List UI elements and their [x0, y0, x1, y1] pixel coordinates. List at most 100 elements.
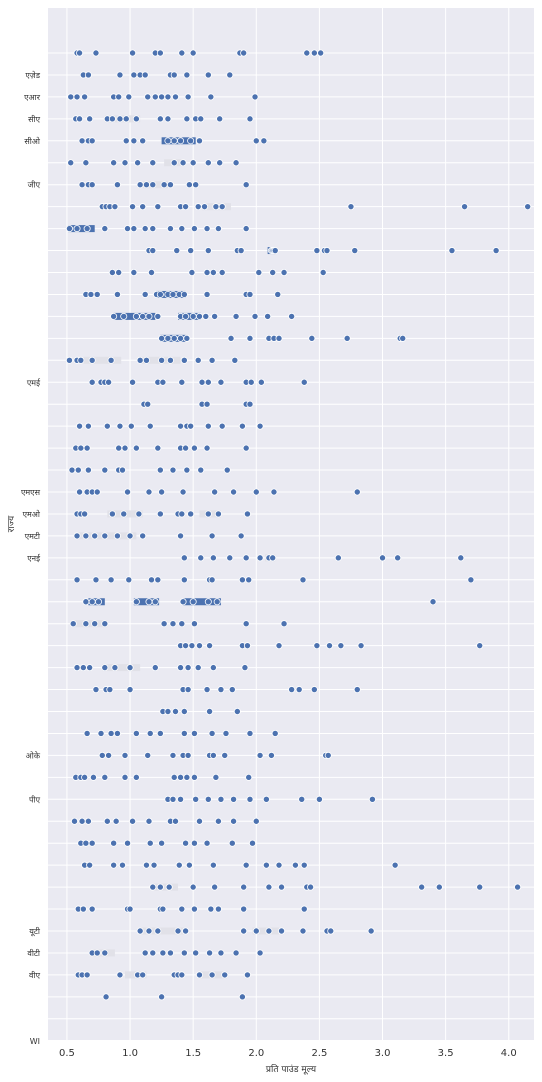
overlap-bar: [102, 664, 141, 672]
data-point: [146, 422, 154, 430]
data-point: [303, 49, 311, 57]
data-point: [88, 356, 96, 364]
data-point: [212, 203, 220, 211]
data-point: [118, 861, 126, 869]
data-point: [204, 510, 212, 518]
data-point: [204, 159, 212, 167]
data-point: [164, 115, 172, 123]
data-point: [159, 378, 167, 386]
data-point: [111, 664, 119, 672]
overlap-bar: [178, 312, 201, 320]
data-point: [180, 356, 188, 364]
data-point: [269, 554, 277, 562]
data-point: [76, 115, 84, 123]
data-point: [111, 203, 119, 211]
data-point: [476, 883, 484, 891]
data-point: [73, 664, 81, 672]
data-point: [82, 159, 90, 167]
data-point: [195, 137, 203, 145]
data-point: [169, 466, 177, 474]
data-point: [88, 905, 96, 913]
data-point: [84, 817, 92, 825]
data-point: [280, 268, 288, 276]
data-point: [82, 620, 90, 628]
overlap-bar: [83, 356, 122, 364]
data-point: [179, 598, 187, 606]
data-point: [148, 576, 156, 584]
data-point: [177, 334, 185, 342]
data-point: [141, 225, 149, 233]
data-point: [177, 773, 185, 781]
overlap-bar: [73, 620, 108, 628]
data-point: [214, 510, 222, 518]
data-point: [174, 927, 182, 935]
data-point: [243, 510, 251, 518]
data-point: [113, 729, 121, 737]
data-point: [122, 137, 130, 145]
data-point: [88, 839, 96, 847]
grid-y: [48, 52, 534, 1064]
data-point: [184, 751, 192, 759]
data-point: [177, 795, 185, 803]
y-tick-label: एज़ेड: [25, 70, 40, 80]
data-point: [243, 971, 251, 979]
data-point: [124, 225, 132, 233]
data-point: [238, 993, 246, 1001]
data-point: [136, 181, 144, 189]
data-point: [76, 49, 84, 57]
data-point: [93, 290, 101, 298]
data-point: [247, 378, 255, 386]
data-point: [84, 71, 92, 79]
y-tick-label: यूटी: [29, 926, 41, 937]
data-point: [198, 378, 206, 386]
y-tick-label: एनई: [27, 553, 41, 563]
data-point: [101, 466, 109, 474]
data-point: [141, 290, 149, 298]
data-point: [226, 71, 234, 79]
data-point: [324, 751, 332, 759]
data-point: [190, 444, 198, 452]
data-point: [295, 686, 303, 694]
data-point: [156, 49, 164, 57]
y-tick-label: एमटी: [25, 531, 41, 541]
y-tick-label: एमई: [27, 377, 41, 387]
data-point: [391, 861, 399, 869]
data-point: [226, 554, 234, 562]
data-point: [154, 576, 162, 584]
data-point: [129, 49, 137, 57]
data-point: [175, 861, 183, 869]
data-point: [203, 268, 211, 276]
data-point: [351, 247, 359, 255]
data-point: [132, 312, 140, 320]
data-point: [248, 839, 256, 847]
data-point: [116, 71, 124, 79]
data-point: [139, 203, 147, 211]
data-point: [154, 444, 162, 452]
y-tick-label: ओके: [26, 750, 41, 760]
data-point: [207, 905, 215, 913]
data-point: [136, 927, 144, 935]
data-point: [476, 642, 484, 650]
data-point: [257, 378, 265, 386]
data-point: [158, 356, 166, 364]
data-point: [256, 422, 264, 430]
data-point: [82, 839, 90, 847]
data-point: [300, 378, 308, 386]
data-point: [218, 203, 226, 211]
data-point: [184, 664, 192, 672]
data-point: [160, 181, 168, 189]
data-point: [149, 247, 157, 255]
data-point: [177, 664, 185, 672]
data-point: [195, 642, 203, 650]
data-point: [166, 181, 174, 189]
data-point: [171, 817, 179, 825]
data-point: [180, 708, 188, 716]
data-point: [223, 466, 231, 474]
data-point: [142, 861, 150, 869]
data-point: [190, 225, 198, 233]
data-point: [132, 598, 140, 606]
data-point: [130, 137, 138, 145]
data-point: [379, 554, 387, 562]
data-point: [115, 268, 123, 276]
data-point: [317, 49, 325, 57]
